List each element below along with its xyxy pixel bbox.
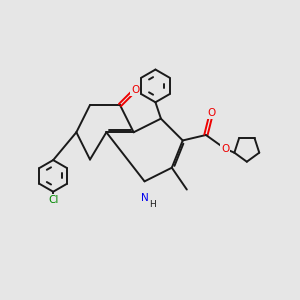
Text: Cl: Cl (48, 195, 58, 205)
Text: H: H (149, 200, 156, 209)
Text: O: O (207, 108, 215, 118)
Text: O: O (221, 144, 229, 154)
Text: N: N (141, 193, 148, 203)
Text: O: O (131, 85, 139, 95)
